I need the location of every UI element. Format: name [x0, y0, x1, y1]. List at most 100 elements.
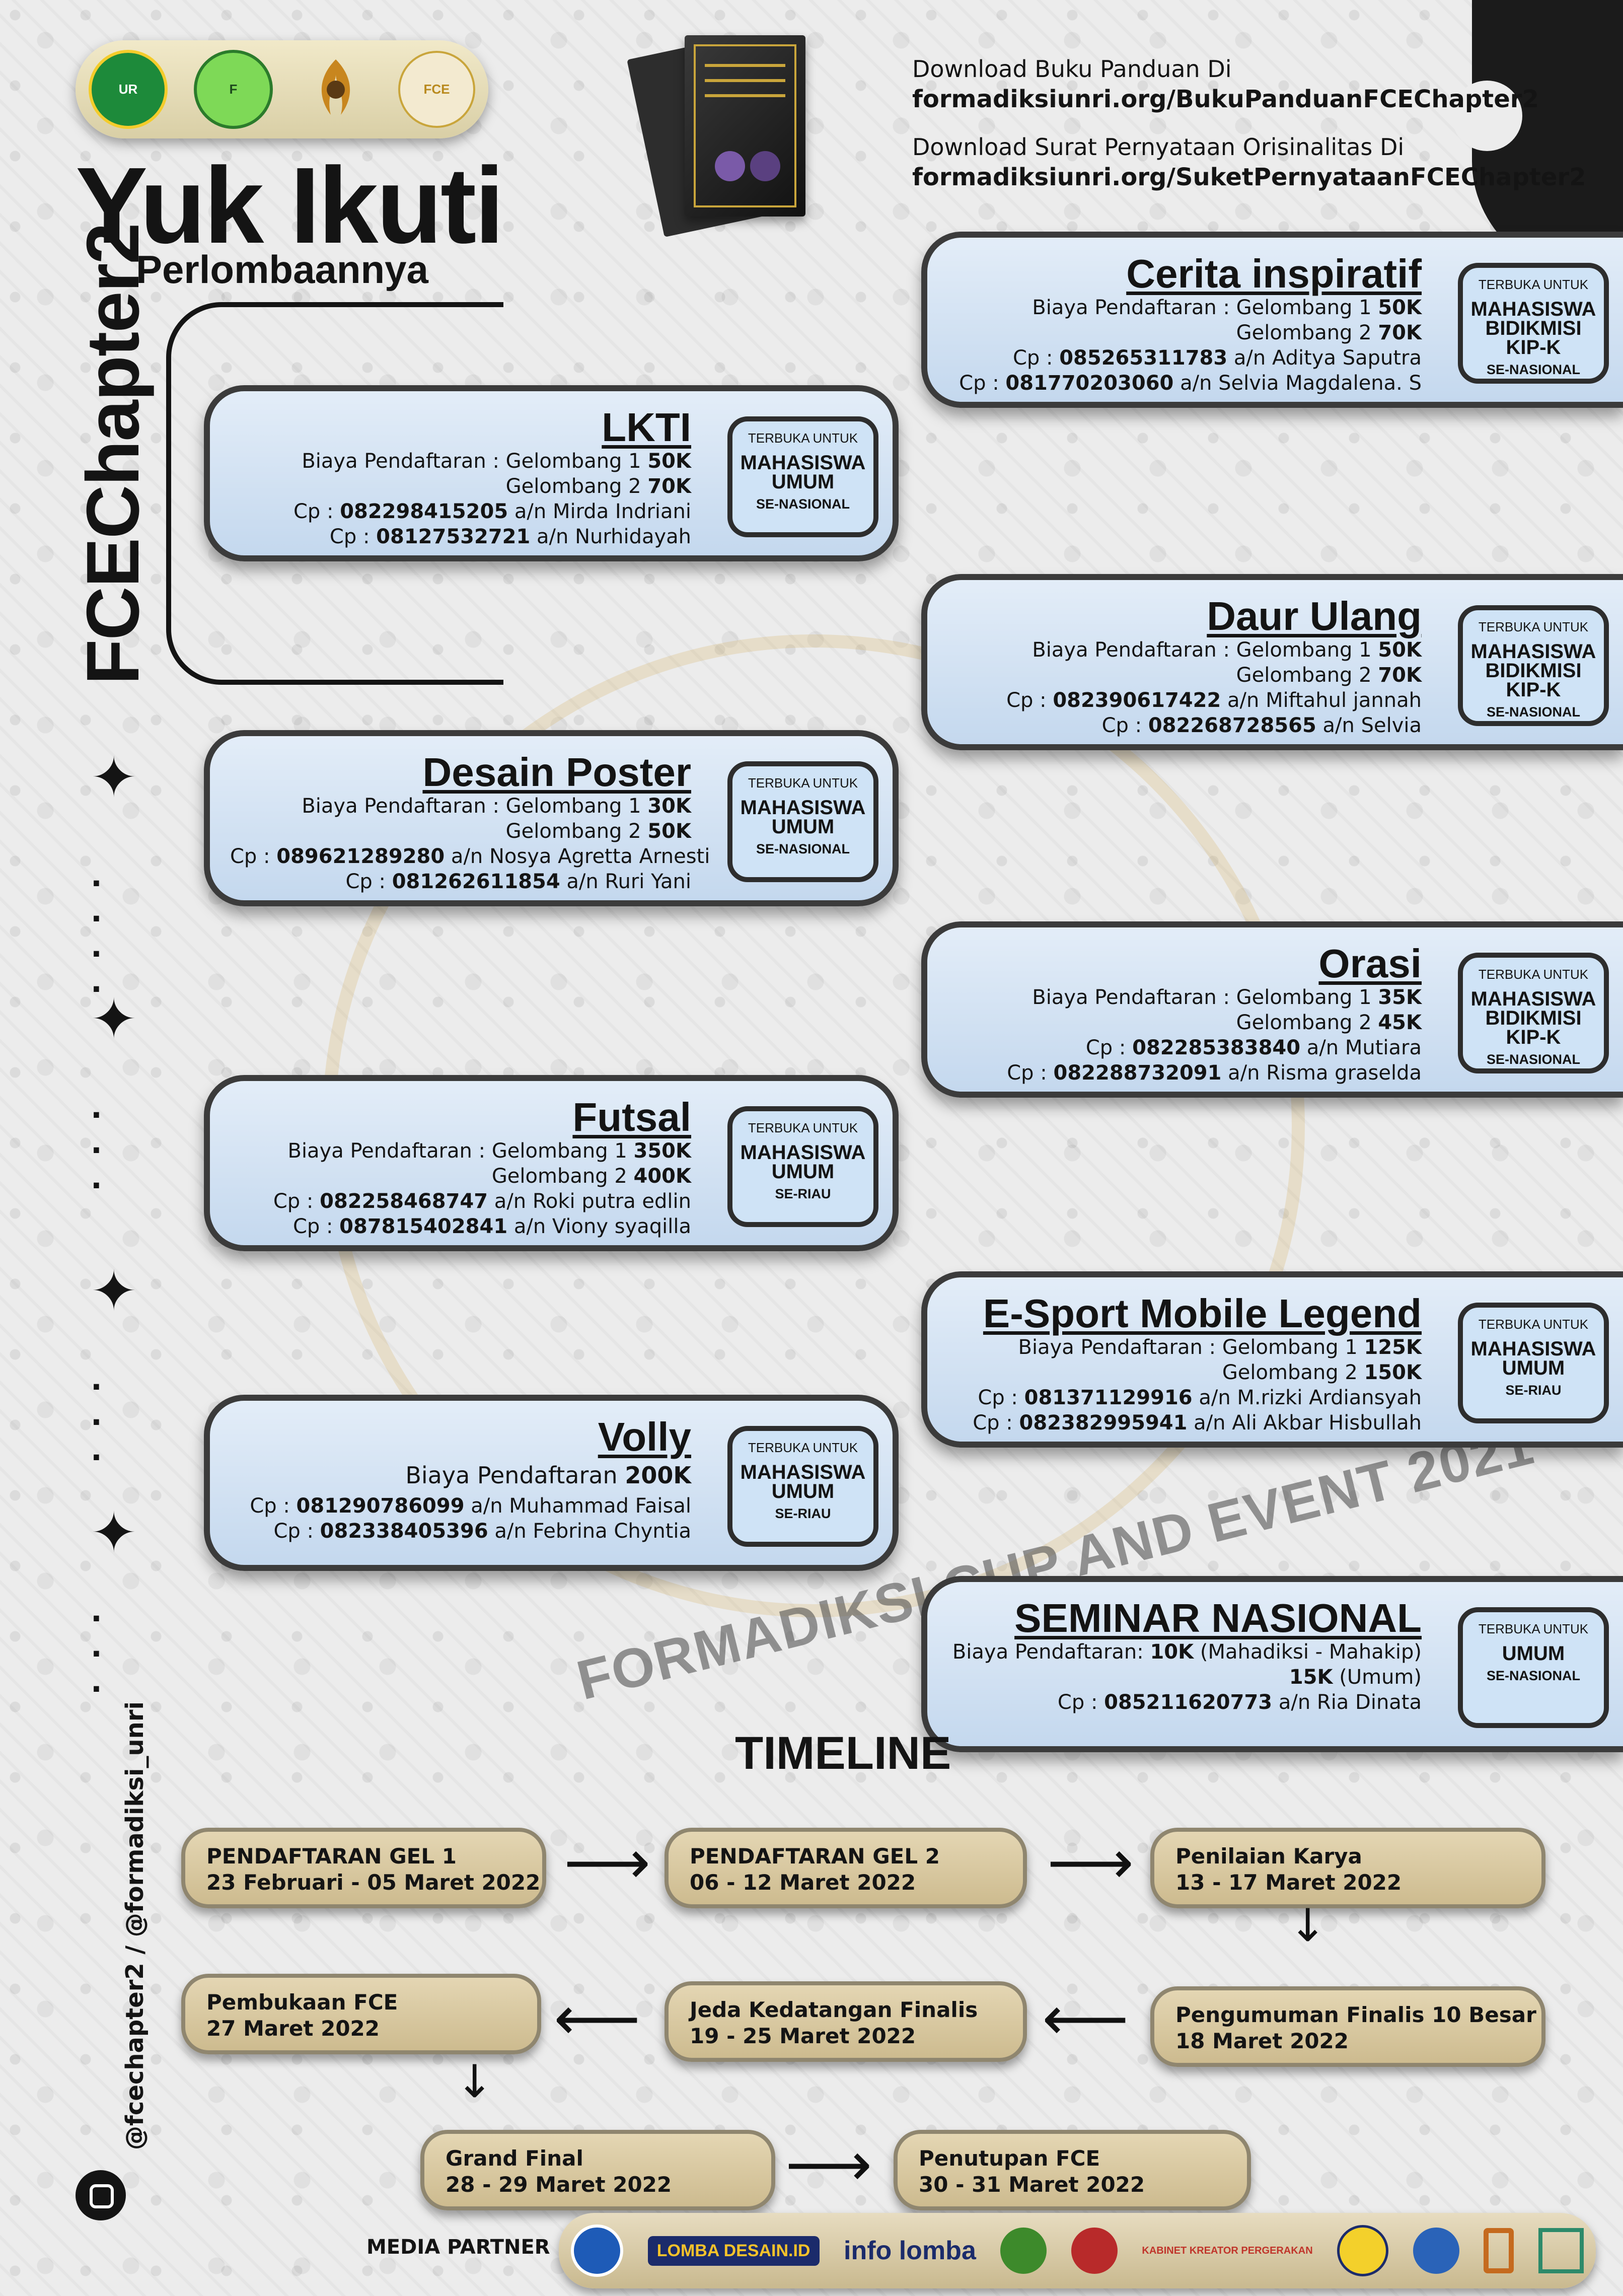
contact-person: Cp : 082298415205 a/n Mirda Indriani	[293, 500, 691, 523]
card-body: E-Sport Mobile Legend Biaya Pendaftaran :…	[947, 1293, 1422, 1436]
badge-scope: SE-NASIONAL	[756, 496, 850, 512]
eligibility-badge: TERBUKA UNTUK MAHASISWA UMUM SE-RIAU	[727, 1106, 878, 1227]
fee-line-1: Biaya Pendaftaran : Gelombang 1 50K	[302, 450, 691, 473]
fee-line-2: Gelombang 2 45K	[1236, 1011, 1422, 1034]
partner-logo-icon	[1000, 2228, 1047, 2274]
eligibility-badge: TERBUKA UNTUK MAHASISWA UMUM SE-NASIONAL	[727, 761, 878, 882]
eligibility-badge: TERBUKA UNTUK MAHASISWA BIDIKMISI KIP-K SE…	[1458, 953, 1609, 1073]
badge-open-label: TERBUKA UNTUK	[748, 775, 858, 791]
dots-decoration: · · ·	[91, 1601, 102, 1707]
sparkle-icon: ✦	[91, 1500, 137, 1565]
contact-person: Cp : 082338405396 a/n Febrina Chyntia	[273, 1519, 691, 1543]
badge-open-label: TERBUKA UNTUK	[1478, 967, 1589, 982]
badge-open-label: TERBUKA UNTUK	[1478, 1317, 1589, 1332]
fee-line-2: Gelombang 2 70K	[1236, 664, 1422, 687]
fee-line-1: Biaya Pendaftaran : Gelombang 1 50K	[1032, 638, 1422, 662]
download-statement-label: Download Surat Pernyataan Orisinalitas D…	[912, 133, 1405, 161]
download-guide-label: Download Buku Panduan Di	[912, 55, 1232, 83]
badge-open-label: TERBUKA UNTUK	[1478, 277, 1589, 292]
fee-line-2: Gelombang 2 150K	[1222, 1361, 1422, 1384]
card-body: Desain Poster Biaya Pendaftaran : Gelomba…	[230, 750, 710, 894]
competition-title: Daur Ulang	[1207, 594, 1422, 638]
contact-person: Cp : 085211620773 a/n Ria Dinata	[1057, 1691, 1422, 1714]
media-partner-label: MEDIA PARTNER	[366, 2236, 550, 2259]
competition-card: Daur Ulang Biaya Pendaftaran : Gelombang …	[921, 574, 1623, 750]
contact-person: Cp : 087815402841 a/n Viony syaqilla	[292, 1215, 691, 1238]
competition-card: Cerita inspiratif Biaya Pendaftaran : Gel…	[921, 232, 1623, 408]
competition-card: Orasi Biaya Pendaftaran : Gelombang 1 35K…	[921, 921, 1623, 1098]
eligibility-badge: TERBUKA UNTUK MAHASISWA UMUM SE-RIAU	[1458, 1303, 1609, 1423]
page-subtitle: Perlombaannya	[136, 247, 428, 292]
competition-title: Orasi	[1318, 941, 1422, 986]
eligibility-badge: TERBUKA UNTUK MAHASISWA BIDIKMISI KIP-K SE…	[1458, 263, 1609, 384]
timeline-step-label: PENDAFTARAN GEL 1	[206, 1844, 457, 1869]
badge-open-label: TERBUKA UNTUK	[748, 1440, 858, 1455]
timeline-step-label: Pengumuman Finalis 10 Besar	[1175, 2002, 1536, 2027]
fee-line-1: Biaya Pendaftaran : Gelombang 1 50K	[1032, 296, 1422, 319]
timeline-step: PENDAFTARAN GEL 1 23 Februari - 05 Maret …	[181, 1828, 546, 1908]
timeline-step-date: 18 Maret 2022	[1175, 2029, 1349, 2053]
download-statement-link[interactable]: formadiksiunri.org/SuketPernyataanFCECha…	[912, 163, 1586, 191]
timeline-step-date: 27 Maret 2022	[206, 2016, 380, 2041]
badge-scope: SE-NASIONAL	[1486, 1668, 1580, 1683]
contact-person: Cp : 082382995941 a/n Ali Akbar Hisbulla…	[973, 1411, 1422, 1434]
eligibility-badge: TERBUKA UNTUK MAHASISWA BIDIKMISI KIP-K SE…	[1458, 605, 1609, 726]
eligibility-badge: TERBUKA UNTUK MAHASISWA UMUM SE-RIAU	[727, 1426, 878, 1547]
badge-scope: SE-NASIONAL	[756, 841, 850, 856]
media-partner-bar: LOMBA DESAIN.ID info lomba KABINET KREAT…	[559, 2213, 1596, 2288]
partner-logo-icon	[1413, 2228, 1459, 2274]
competition-title: Desain Poster	[422, 750, 691, 795]
competition-card: E-Sport Mobile Legend Biaya Pendaftaran :…	[921, 1271, 1623, 1448]
fee-line-2: Gelombang 2 70K	[505, 475, 691, 498]
download-guide-block: Download Buku Panduan Di formadiksiunri.…	[912, 54, 1539, 115]
instagram-icon	[76, 2170, 126, 2220]
timeline-step-date: 19 - 25 Maret 2022	[690, 2024, 916, 2048]
card-body: Futsal Biaya Pendaftaran : Gelombang 1 35…	[230, 1096, 691, 1239]
competition-card: SEMINAR NASIONAL Biaya Pendaftaran: 10K (…	[921, 1576, 1623, 1752]
badge-scope: SE-RIAU	[1505, 1383, 1562, 1398]
badge-scope: SE-NASIONAL	[1486, 1052, 1580, 1067]
contact-person: Cp : 085265311783 a/n Aditya Saputra	[1012, 346, 1422, 370]
contact-person: Cp : 082390617422 a/n Miftahul jannah	[1006, 689, 1422, 712]
timeline-step-date: 23 Februari - 05 Maret 2022	[206, 1870, 541, 1895]
timeline-step-label: Penutupan FCE	[919, 2146, 1100, 2171]
arrow-left-icon: ⟵	[554, 1984, 641, 2054]
university-logo-icon: UR	[89, 50, 168, 129]
fee-line-2: Gelombang 2 50K	[505, 820, 691, 843]
sparkle-icon: ✦	[91, 987, 137, 1051]
timeline-title: TIMELINE	[735, 1728, 951, 1779]
fee-line-1: Biaya Pendaftaran : Gelombang 1 30K	[302, 795, 691, 818]
competition-card: Volly Biaya Pendaftaran 200K Cp : 08129078…	[204, 1395, 899, 1571]
timeline-step: Penilaian Karya 13 - 17 Maret 2022	[1150, 1828, 1545, 1908]
badge-open-label: TERBUKA UNTUK	[748, 430, 858, 446]
infolomba-logo-icon	[571, 2225, 624, 2277]
sparkle-icon: ✦	[91, 1259, 137, 1323]
contact-person: Cp : 08127532721 a/n Nurhidayah	[329, 525, 691, 548]
timeline-step-date: 06 - 12 Maret 2022	[690, 1870, 916, 1895]
title-bracket	[166, 302, 503, 685]
fee-line-2: Gelombang 2 400K	[491, 1165, 691, 1188]
competition-title: LKTI	[602, 405, 691, 450]
download-statement-block: Download Surat Pernyataan Orisinalitas D…	[912, 132, 1586, 193]
card-body: Daur Ulang Biaya Pendaftaran : Gelombang …	[947, 595, 1422, 738]
timeline-step: Pengumuman Finalis 10 Besar 18 Maret 2022	[1150, 1986, 1545, 2067]
badge-audience: MAHASISWA BIDIKMISI KIP-K	[1470, 640, 1596, 701]
fee-line-1: Biaya Pendaftaran : Gelombang 1 35K	[1032, 986, 1422, 1009]
partner-logo-icon	[1071, 2228, 1118, 2274]
competition-card: Desain Poster Biaya Pendaftaran : Gelomba…	[204, 730, 899, 906]
lombadesain-logo-icon: LOMBA DESAIN.ID	[647, 2228, 820, 2273]
fce-logo-icon: FCE	[398, 51, 475, 128]
competition-title: Cerita inspiratif	[1126, 251, 1422, 296]
timeline-step: Penutupan FCE 30 - 31 Maret 2022	[894, 2130, 1251, 2210]
fee-line-1: Biaya Pendaftaran 200K	[405, 1462, 691, 1489]
timeline-step: Pembukaan FCE 27 Maret 2022	[181, 1974, 541, 2054]
arrow-down-icon: ↓	[1289, 1899, 1327, 1952]
dots-decoration: · · ·	[91, 1370, 102, 1475]
timeline-step: Jeda Kedatangan Finalis 19 - 25 Maret 202…	[665, 1981, 1027, 2062]
contact-person: Cp : 082258468747 a/n Roki putra edlin	[273, 1190, 691, 1213]
card-body: Cerita inspiratif Biaya Pendaftaran : Gel…	[947, 253, 1422, 396]
phoenix-logo-icon	[299, 53, 372, 126]
badge-scope: SE-RIAU	[775, 1506, 831, 1521]
competition-card: LKTI Biaya Pendaftaran : Gelombang 1 50K G…	[204, 385, 899, 561]
download-guide-link[interactable]: formadiksiunri.org/BukuPanduanFCEChapter…	[912, 85, 1539, 113]
